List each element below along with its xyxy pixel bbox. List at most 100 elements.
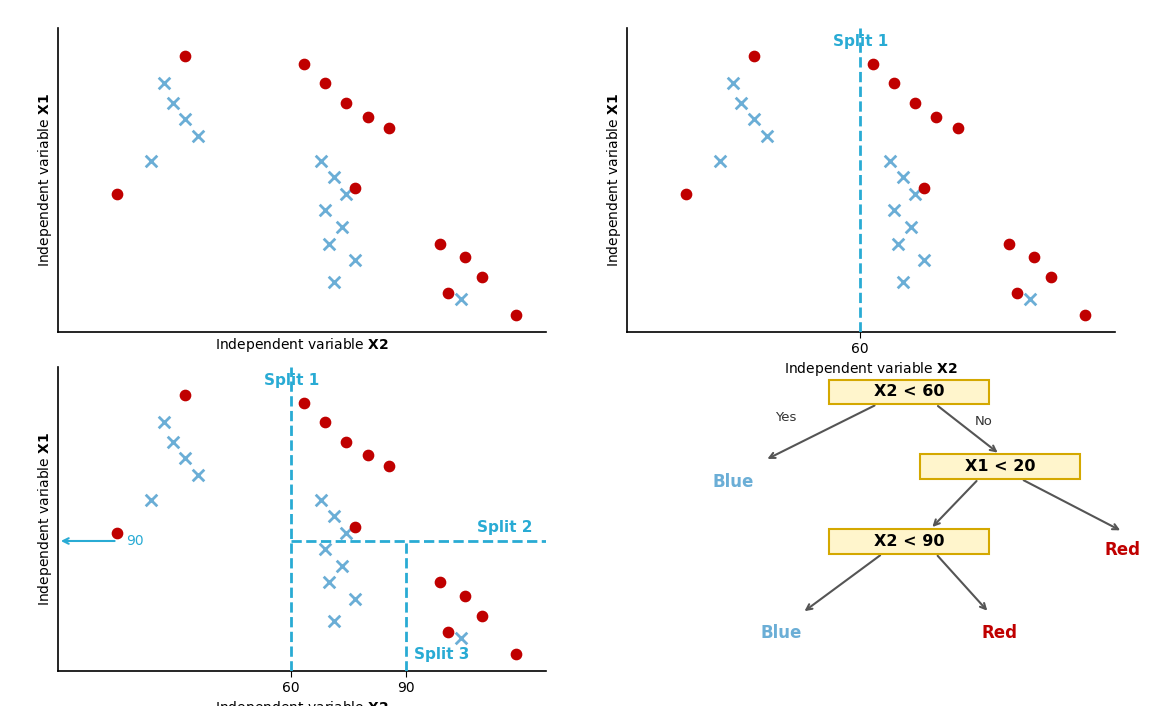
Point [880,155,899,167]
Point [893,277,911,288]
Point [324,616,342,627]
Point [452,632,470,643]
Point [108,527,127,539]
Point [745,114,764,125]
Point [928,111,946,122]
Point [915,254,933,265]
Text: X1 < 20: X1 < 20 [965,459,1036,474]
Point [295,397,313,409]
Point [316,205,334,216]
Text: Blue: Blue [760,624,801,642]
Point [902,221,921,232]
X-axis label: Independent variable $\bf{X2}$: Independent variable $\bf{X2}$ [784,360,958,378]
Point [142,494,160,505]
Point [337,436,355,448]
Point [324,277,342,288]
Point [456,590,475,602]
Text: No: No [975,414,993,428]
Point [164,97,182,109]
FancyBboxPatch shape [829,530,989,554]
Point [176,453,195,464]
Point [320,238,339,249]
Text: Red: Red [1104,542,1141,559]
Point [915,183,933,194]
Point [108,189,127,200]
Point [324,172,342,183]
Point [337,189,355,200]
Point [380,461,398,472]
Point [346,254,365,265]
Point [316,417,334,428]
Point [885,205,903,216]
Point [452,293,470,304]
Point [359,450,377,461]
Text: Split 1: Split 1 [832,34,888,49]
Point [506,310,525,321]
Point [333,560,352,571]
Point [1041,271,1060,282]
Y-axis label: Independent variable $\bf{X1}$: Independent variable $\bf{X1}$ [36,93,53,267]
Point [142,155,160,167]
Point [745,50,764,61]
Point [723,78,742,89]
Point [1021,293,1039,304]
Point [337,527,355,539]
Point [189,469,208,480]
Point [380,122,398,133]
Point [889,238,908,249]
Point [733,97,751,109]
Point [439,287,457,299]
Point [949,122,967,133]
Point [893,172,911,183]
Point [324,510,342,522]
Point [316,544,334,555]
Point [864,59,882,70]
FancyBboxPatch shape [920,455,1080,479]
Text: X2 < 60: X2 < 60 [874,385,944,400]
Point [431,577,449,588]
Point [337,97,355,109]
Text: Split 1: Split 1 [264,373,319,388]
Point [506,649,525,660]
Point [154,417,173,428]
Point [311,155,330,167]
Text: Red: Red [982,624,1018,642]
Text: Split 2: Split 2 [477,520,533,535]
Point [473,271,491,282]
Point [431,238,449,249]
Text: Yes: Yes [776,412,796,424]
Point [176,50,195,61]
Y-axis label: Independent variable $\bf{X1}$: Independent variable $\bf{X1}$ [605,93,622,267]
Point [346,593,365,604]
Point [758,130,777,141]
Point [176,389,195,400]
Point [473,610,491,621]
Point [295,59,313,70]
Point [885,78,903,89]
Point [1000,238,1018,249]
Point [439,626,457,638]
Point [333,221,352,232]
Point [906,189,924,200]
Point [1025,251,1044,263]
Text: 90: 90 [125,534,144,548]
Point [320,577,339,588]
Point [346,522,365,533]
Text: Blue: Blue [712,473,753,491]
Point [906,97,924,109]
Point [164,436,182,448]
Text: Split 3: Split 3 [414,647,469,662]
Point [316,78,334,89]
Point [189,130,208,141]
Point [711,155,729,167]
Point [1008,287,1026,299]
Point [346,183,365,194]
Text: X2 < 90: X2 < 90 [874,534,944,549]
FancyBboxPatch shape [829,380,989,404]
Point [311,494,330,505]
Point [359,111,377,122]
Point [677,189,695,200]
Point [456,251,475,263]
Y-axis label: Independent variable $\bf{X1}$: Independent variable $\bf{X1}$ [36,432,53,606]
Point [154,78,173,89]
